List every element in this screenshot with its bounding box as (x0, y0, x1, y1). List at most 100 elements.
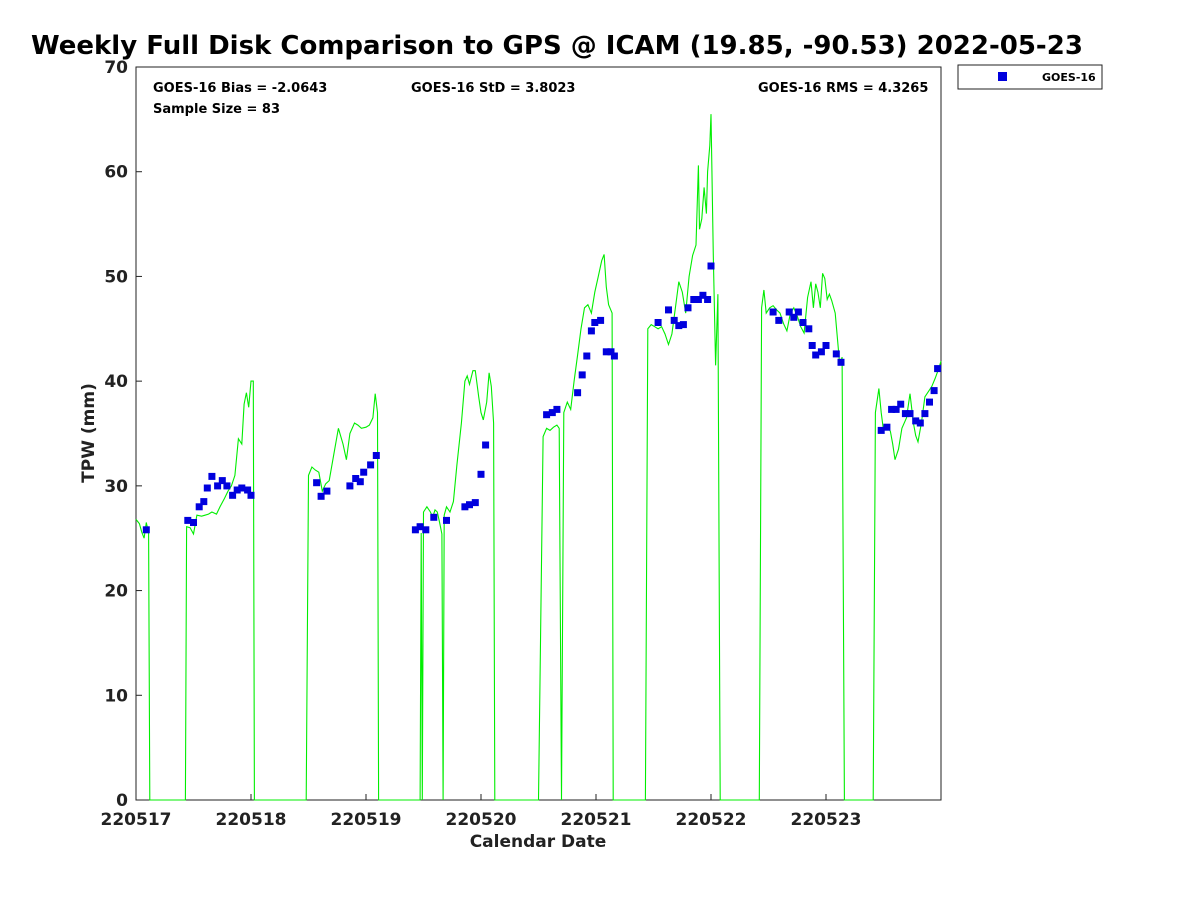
goes16-data-point (675, 322, 683, 330)
goes16-data-point (775, 316, 783, 324)
x-tick-label: 220523 (791, 810, 862, 830)
goes16-data-point (799, 319, 807, 326)
goes16-data-point (352, 475, 360, 482)
goes16-data-point (888, 405, 896, 413)
goes16-data-point (317, 492, 325, 500)
goes16-data-point (602, 348, 610, 356)
y-tick-label: 70 (104, 58, 128, 78)
goes16-data-point (916, 419, 924, 427)
x-tick-label: 220520 (446, 810, 517, 830)
std-stat: GOES-16 StD = 3.8023 (411, 81, 575, 96)
goes16-data-point (244, 486, 252, 494)
goes16-data-point (892, 405, 900, 413)
goes16-data-point (543, 411, 551, 419)
goes16-data-point (707, 262, 715, 270)
goes16-data-point (837, 358, 845, 366)
goes16-data-point (921, 410, 929, 418)
goes16-data-point (832, 350, 840, 358)
goes16-data-point (218, 477, 226, 485)
y-axis-label: TPW (mm) (79, 383, 99, 483)
y-tick-label: 50 (104, 267, 128, 287)
goes16-data-point (548, 409, 556, 417)
goes16-data-point (690, 296, 698, 303)
goes16-data-point (897, 400, 905, 408)
goes16-data-point (356, 478, 364, 486)
series-layer (135, 114, 942, 801)
x-tick-label: 220522 (676, 810, 747, 830)
y-tick-label: 0 (116, 791, 128, 811)
goes16-data-point (654, 319, 662, 326)
goes16-data-point (926, 398, 933, 406)
goes16-data-point (665, 306, 672, 314)
axis-layer: 0 10 20 30 40 50 60 70 220517 220518 220519 220520 2… (101, 58, 862, 830)
goes16-data-point (574, 389, 582, 397)
y-tick-label: 10 (104, 686, 128, 706)
goes16-data-point (699, 291, 707, 299)
goes16-data-point (247, 491, 255, 499)
gps-tpw-line (135, 114, 942, 801)
goes16-data-point (477, 470, 485, 478)
goes16-data-point (877, 426, 885, 434)
sample-size-stat: Sample Size = 83 (153, 102, 280, 117)
goes16-data-point (934, 365, 942, 373)
goes16-data-point (912, 417, 920, 425)
goes16-data-point (769, 308, 777, 316)
goes16-data-point (223, 482, 231, 490)
goes16-data-point (471, 499, 479, 507)
goes16-data-point (238, 484, 246, 492)
goes16-data-point (200, 498, 208, 506)
legend: GOES-16 (957, 64, 1103, 90)
goes16-data-point (142, 526, 150, 534)
goes16-data-point (360, 468, 368, 476)
goes16-data-point (578, 371, 586, 379)
y-tick-label: 40 (104, 372, 128, 392)
legend-box (957, 64, 1103, 90)
goes16-data-point (214, 482, 222, 490)
goes16-data-point (184, 516, 192, 524)
goes16-data-point (587, 327, 595, 335)
goes16-data-point (482, 441, 490, 449)
goes16-data-point (597, 316, 605, 324)
goes16-data-point (346, 482, 354, 490)
goes16-data-point (591, 319, 599, 326)
goes16-data-point (679, 321, 687, 329)
goes16-data-point (684, 304, 692, 312)
goes16-data-point (372, 452, 380, 459)
goes16-data-point (443, 516, 450, 524)
x-tick-label: 220517 (101, 810, 172, 830)
goes16-data-point (208, 472, 216, 480)
goes16-data-point (704, 296, 712, 303)
x-tick-label: 220521 (561, 810, 632, 830)
goes16-data-point (430, 513, 438, 521)
goes16-data-point (785, 308, 793, 316)
goes16-data-point (930, 387, 938, 395)
goes16-data-point (313, 479, 321, 487)
goes16-data-point (583, 352, 591, 360)
goes16-data-point (610, 352, 618, 360)
goes16-data-point (822, 342, 830, 349)
goes16-data-point (790, 313, 798, 321)
goes16-data-point (466, 501, 473, 509)
goes16-data-point (553, 405, 561, 413)
goes16-data-point (422, 526, 430, 534)
x-tick-label: 220518 (216, 810, 287, 830)
goes16-data-point (416, 523, 424, 531)
goes16-data-point (195, 503, 203, 511)
goes16-data-point (812, 351, 820, 359)
goes16-data-point (229, 491, 237, 499)
plot-area (135, 66, 942, 801)
goes16-data-point (817, 348, 825, 356)
goes16-data-point (367, 461, 375, 469)
goes16-data-point (794, 308, 802, 316)
goes16-data-point (607, 348, 615, 356)
goes16-data-point (190, 519, 197, 526)
goes16-data-point (906, 410, 914, 418)
goes16-data-point (461, 503, 469, 511)
goes16-data-point (670, 316, 678, 324)
y-tick-label: 60 (104, 163, 128, 183)
goes16-data-point (694, 296, 702, 303)
rms-stat: GOES-16 RMS = 4.3265 (758, 81, 928, 96)
goes16-data-point (411, 526, 419, 534)
goes16-data-point (901, 410, 909, 418)
